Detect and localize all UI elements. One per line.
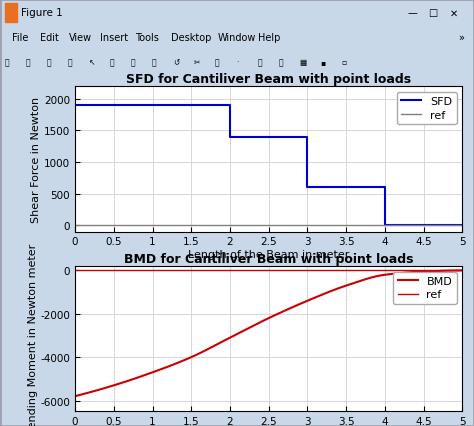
Text: Figure 1: Figure 1 — [21, 9, 63, 18]
Legend: SFD, ref: SFD, ref — [397, 92, 456, 125]
Text: ·: · — [236, 58, 238, 67]
Text: —: — — [408, 9, 417, 18]
Text: ↖: ↖ — [89, 58, 95, 67]
Title: BMD for Cantiliver Beam with point loads: BMD for Cantiliver Beam with point loads — [124, 252, 413, 265]
Text: 📄: 📄 — [5, 58, 9, 67]
Text: 📂: 📂 — [26, 58, 30, 67]
Text: 🔍: 🔍 — [131, 58, 136, 67]
Text: Tools: Tools — [135, 33, 159, 43]
Text: 📱: 📱 — [278, 58, 283, 67]
Text: ✂: ✂ — [194, 58, 201, 67]
Bar — [5, 4, 17, 23]
Text: Window: Window — [218, 33, 256, 43]
Text: 💾: 💾 — [47, 58, 52, 67]
Text: ▦: ▦ — [299, 58, 307, 67]
Text: Insert: Insert — [100, 33, 128, 43]
Y-axis label: Bending Moment in Newton meter: Bending Moment in Newton meter — [27, 243, 37, 426]
Text: ✕: ✕ — [450, 9, 458, 18]
Text: 🖊: 🖊 — [215, 58, 220, 67]
Text: File: File — [12, 33, 28, 43]
Title: SFD for Cantiliver Beam with point loads: SFD for Cantiliver Beam with point loads — [126, 73, 411, 86]
Y-axis label: Shear Force in Newton: Shear Force in Newton — [31, 97, 41, 222]
Text: ✋: ✋ — [152, 58, 156, 67]
Text: Desktop: Desktop — [171, 33, 211, 43]
Text: 🖥: 🖥 — [257, 58, 262, 67]
X-axis label: Length of the Beam in meter: Length of the Beam in meter — [188, 250, 349, 259]
Text: 🔍: 🔍 — [110, 58, 115, 67]
Text: ▫: ▫ — [341, 58, 346, 67]
Text: ▪: ▪ — [320, 58, 325, 67]
Text: Edit: Edit — [40, 33, 59, 43]
Text: □: □ — [428, 9, 437, 18]
Text: 🖨: 🖨 — [68, 58, 73, 67]
Legend: BMD, ref: BMD, ref — [393, 272, 456, 304]
Text: ↺: ↺ — [173, 58, 179, 67]
Text: View: View — [69, 33, 92, 43]
Text: »: » — [458, 33, 464, 43]
Text: Help: Help — [258, 33, 281, 43]
